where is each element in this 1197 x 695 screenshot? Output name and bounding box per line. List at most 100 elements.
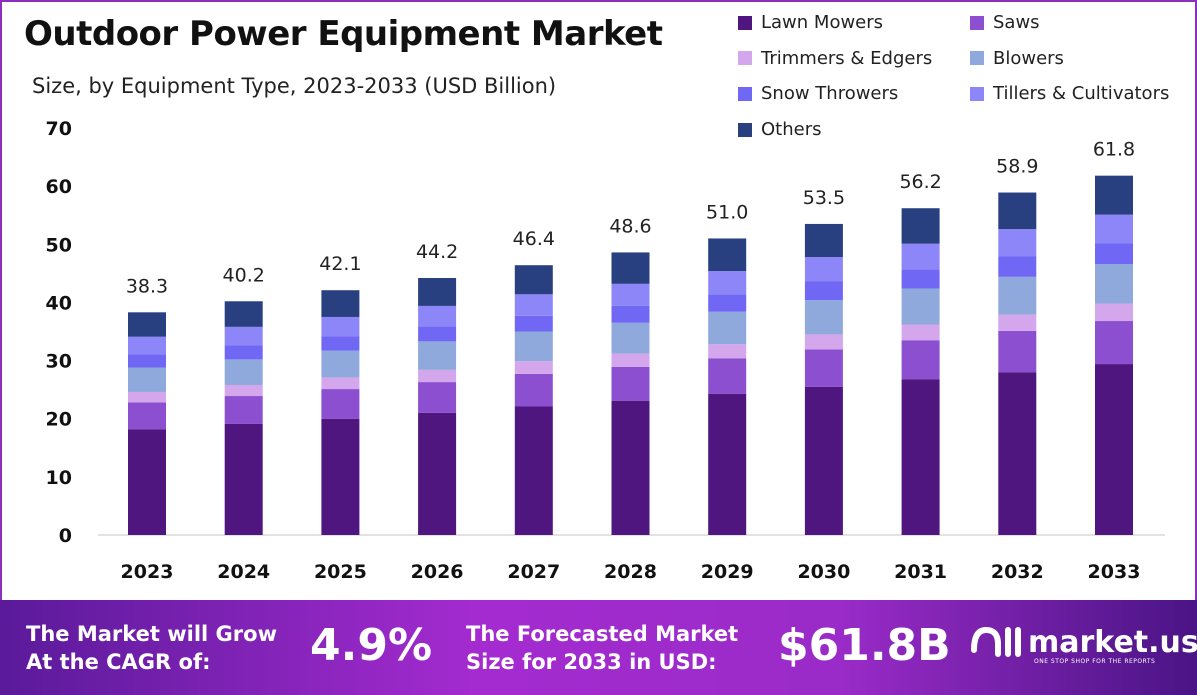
legend-label: Tillers & Cultivators xyxy=(993,83,1170,105)
y-tick-label: 60 xyxy=(46,176,72,198)
market-size-value: $61.8B xyxy=(778,620,951,671)
bar-segment xyxy=(514,331,553,362)
bar-segment xyxy=(804,257,843,282)
footer-banner: The Market will Grow At the CAGR of: 4.9%… xyxy=(0,600,1197,695)
legend-swatch xyxy=(738,86,752,101)
bar-segment xyxy=(611,353,650,367)
bar-segment xyxy=(901,340,940,380)
cagr-label: The Market will Grow At the CAGR of: xyxy=(26,620,277,676)
bar-segment xyxy=(1095,303,1133,322)
bar-total-label: 58.9 xyxy=(996,156,1038,178)
legend-swatch xyxy=(970,51,984,66)
bar-segment xyxy=(611,366,650,401)
bar-segment xyxy=(128,354,166,368)
bar-segment xyxy=(418,278,457,306)
chart-frame xyxy=(0,0,1197,602)
bar-segment xyxy=(611,400,650,535)
legend-item: Lawn Mowers xyxy=(738,12,883,33)
x-tick-label: 2026 xyxy=(411,561,464,583)
legend-label: Blowers xyxy=(993,47,1064,69)
bar-segment xyxy=(1095,321,1133,365)
market-size-label: The Forecasted Market Size for 2033 in US… xyxy=(466,620,738,676)
stacked-bar-chart: 01020304050607038.3202340.2202442.120254… xyxy=(46,118,1165,583)
bar-segment xyxy=(224,423,263,535)
bar-segment xyxy=(128,312,166,337)
legend-label: Saws xyxy=(993,12,1040,33)
bar-segment xyxy=(514,294,553,316)
x-tick-label: 2025 xyxy=(314,561,367,583)
x-tick-label: 2031 xyxy=(894,561,947,583)
bar-total-label: 38.3 xyxy=(126,275,168,297)
bar-total-label: 56.2 xyxy=(899,171,941,193)
x-tick-label: 2028 xyxy=(604,561,657,583)
legend-item: Others xyxy=(738,119,822,140)
legend-swatch xyxy=(738,122,752,137)
legend-item: Saws xyxy=(970,12,1040,33)
y-tick-label: 20 xyxy=(46,409,72,431)
size-label-line1: The Forecasted Market xyxy=(466,622,739,646)
legend-label: Lawn Mowers xyxy=(761,12,884,33)
bar-segment xyxy=(901,288,940,325)
legend-item: Snow Throwers xyxy=(738,83,898,104)
x-tick-label: 2029 xyxy=(701,561,754,583)
legend-item: Tillers & Cultivators xyxy=(970,83,1169,104)
legend-label: Snow Throwers xyxy=(761,83,899,105)
bar-segment xyxy=(901,269,940,289)
bar-segment xyxy=(1095,264,1133,304)
legend-swatch xyxy=(970,15,984,30)
market-us-logo: market.us xyxy=(968,622,1197,662)
bar-segment xyxy=(224,301,263,327)
bar-segment xyxy=(708,393,747,535)
bar-total-label: 46.4 xyxy=(513,228,555,250)
bar-segment xyxy=(998,330,1037,373)
bar-segment xyxy=(514,373,553,407)
cagr-label-line1: The Market will Grow xyxy=(26,622,277,646)
brand-name: market.us xyxy=(1028,624,1197,660)
legend-label: Others xyxy=(761,119,822,141)
bar-segment xyxy=(998,256,1037,277)
bar-segment xyxy=(321,389,360,419)
bar-segment xyxy=(708,294,747,312)
bar-total-label: 42.1 xyxy=(319,253,361,275)
bar-segment xyxy=(804,349,843,387)
bar-total-label: 48.6 xyxy=(609,215,651,237)
y-tick-label: 70 xyxy=(46,118,72,140)
bar-segment xyxy=(418,382,457,413)
bar-segment xyxy=(418,341,457,370)
bar-segment xyxy=(418,326,457,342)
bar-segment xyxy=(708,311,747,345)
bar-segment xyxy=(1095,243,1133,265)
y-tick-label: 50 xyxy=(46,234,72,256)
bar-segment xyxy=(611,283,650,306)
bar-segment xyxy=(804,223,843,258)
bar-segment xyxy=(611,252,650,284)
y-tick-label: 40 xyxy=(46,292,72,314)
bar-segment xyxy=(514,361,553,374)
bar-segment xyxy=(418,412,457,535)
bar-segment xyxy=(708,271,747,295)
legend-swatch xyxy=(970,86,984,101)
bar-segment xyxy=(514,315,553,332)
bar-segment xyxy=(128,429,166,535)
bar-segment xyxy=(321,336,360,351)
legend-item: Blowers xyxy=(970,48,1064,69)
legend-swatch xyxy=(738,51,752,66)
bar-segment xyxy=(321,418,360,535)
x-tick-label: 2030 xyxy=(797,561,850,583)
logo-icon xyxy=(971,626,1021,657)
bar-segment xyxy=(128,402,166,430)
bar-segment xyxy=(321,316,360,337)
bar-segment xyxy=(708,344,747,359)
cagr-label-line2: At the CAGR of: xyxy=(26,650,211,674)
bar-segment xyxy=(321,290,360,317)
x-tick-label: 2023 xyxy=(121,561,174,583)
bar-total-label: 61.8 xyxy=(1093,139,1135,161)
bar-segment xyxy=(901,324,940,341)
bar-segment xyxy=(224,326,263,346)
y-tick-label: 0 xyxy=(59,525,72,547)
x-tick-label: 2024 xyxy=(217,561,270,583)
bar-segment xyxy=(998,276,1037,315)
bar-total-label: 51.0 xyxy=(706,201,748,223)
y-tick-label: 10 xyxy=(46,467,72,489)
bar-segment xyxy=(128,367,166,392)
